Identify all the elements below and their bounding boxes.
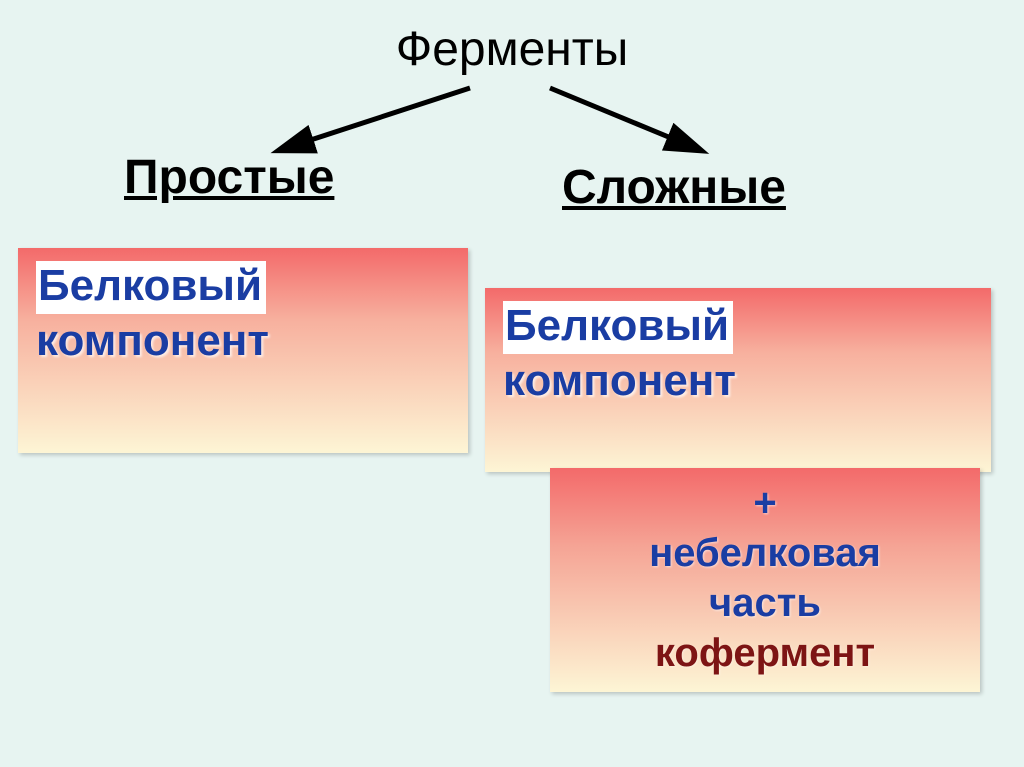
card-coenzyme: + небелковая часть кофермент — [550, 468, 980, 692]
heading-complex: Сложные — [562, 160, 786, 215]
card-complex-highlight: Белковый — [503, 301, 733, 354]
heading-simple: Простые — [124, 150, 334, 205]
card-simple-highlight: Белковый — [36, 261, 266, 314]
arrow-right — [530, 78, 760, 168]
plus-symbol: + — [570, 478, 960, 528]
card-complex: Белковый компонент — [485, 288, 991, 472]
page-title: Ферменты — [396, 22, 629, 77]
coenzyme-label: кофермент — [570, 628, 960, 678]
card-simple-text: Белковый компонент — [18, 248, 468, 378]
nonprotein-line1: небелковая — [570, 528, 960, 578]
card-simple: Белковый компонент — [18, 248, 468, 453]
card-simple-rest: компонент — [36, 316, 269, 365]
card-complex-text: Белковый компонент — [485, 288, 991, 418]
nonprotein-line2: часть — [570, 578, 960, 628]
card-complex-rest: компонент — [503, 356, 736, 405]
